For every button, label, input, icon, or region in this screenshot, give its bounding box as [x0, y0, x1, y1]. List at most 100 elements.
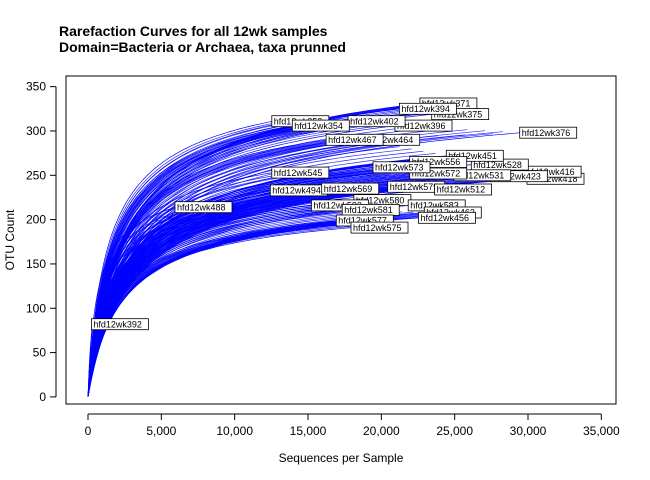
- sample-label-hfd12wk376: hfd12wk376: [519, 126, 578, 139]
- chart-title: Rarefaction Curves for all 12wk samples: [59, 23, 328, 39]
- x-tick-label: 10,000: [216, 424, 253, 438]
- curve-fill: [87, 169, 461, 397]
- curve-fill: [87, 118, 319, 397]
- sample-label-hfd12wk545: hfd12wk545: [271, 166, 330, 179]
- sample-label-hfd12wk392: hfd12wk392: [91, 318, 149, 331]
- label-text: hfd12wk423: [492, 171, 541, 181]
- label-text: hfd12wk402: [350, 116, 399, 126]
- y-tick-label: 0: [39, 390, 46, 404]
- sample-label-hfd12wk575: hfd12wk575: [350, 221, 409, 234]
- curve-fill: [87, 119, 296, 397]
- x-tick-label: 25,000: [436, 424, 473, 438]
- label-text: hfd12wk531: [456, 171, 505, 181]
- label-box: [325, 133, 384, 146]
- label-box: [434, 183, 493, 196]
- sample-label-hfd12wk572: hfd12wk572: [409, 167, 468, 180]
- curve-fill: [87, 103, 419, 397]
- sample-label-hfd12wk581: hfd12wk581: [341, 203, 400, 216]
- y-tick-label: 300: [26, 124, 46, 138]
- label-text: hfd12wk583: [410, 201, 459, 211]
- y-tick-label: 350: [26, 80, 46, 94]
- curve-hfd12wk353: [87, 120, 273, 397]
- label-text: hfd12wk375: [434, 109, 483, 119]
- label-text: hfd12wk556: [412, 157, 461, 167]
- label-text: hfd12wk494: [272, 186, 321, 196]
- label-text: hfd12wk394: [401, 104, 450, 114]
- label-text: hfd12wk580: [356, 195, 405, 205]
- y-axis-label: OTU Count: [3, 209, 17, 270]
- curve-group: [87, 103, 529, 397]
- label-box: [350, 221, 409, 234]
- label-text: hfd12wk464: [365, 135, 414, 145]
- y-tick-label: 50: [33, 346, 47, 360]
- x-tick-label: 5,000: [146, 424, 176, 438]
- label-text: hfd12wk512: [437, 185, 486, 195]
- label-text: hfd12wk569: [324, 184, 373, 194]
- sample-label-hfd12wk512: hfd12wk512: [434, 183, 493, 196]
- label-text: hfd12wk577: [338, 216, 387, 226]
- label-box: [398, 102, 457, 115]
- label-text: hfd12wk456: [421, 213, 470, 223]
- label-box: [174, 201, 233, 214]
- x-axis-label: Sequences per Sample: [279, 451, 404, 465]
- label-box: [409, 167, 468, 180]
- sample-label-hfd12wk394: hfd12wk394: [398, 102, 457, 115]
- label-text: hfd12wk418: [529, 174, 578, 184]
- y-axis: 0 50 100 150 200 250 300 350: [26, 80, 57, 404]
- label-text: hfd12wk573: [375, 163, 424, 173]
- plot-frame: [65, 75, 617, 405]
- label-text: hfd12wk582: [313, 201, 362, 211]
- label-text: hfd12wk416: [526, 167, 575, 177]
- x-tick-label: 20,000: [363, 424, 400, 438]
- sample-label-hfd12wk354: hfd12wk354: [291, 119, 350, 132]
- sample-label-hfd12wk402: hfd12wk402: [347, 115, 406, 128]
- label-box: [91, 318, 149, 331]
- label-box: [445, 149, 504, 162]
- x-tick-label: 35,000: [583, 424, 620, 438]
- y-tick-label: 150: [26, 257, 46, 271]
- sample-label-hfd12wk569: hfd12wk569: [321, 182, 380, 195]
- sample-label-hfd12wk488: hfd12wk488: [174, 201, 233, 214]
- curve-fill: [87, 170, 504, 397]
- x-tick-label: 30,000: [510, 424, 547, 438]
- label-box: [271, 166, 330, 179]
- sample-label-hfd12wk451: hfd12wk451: [445, 149, 504, 162]
- label-text: hfd12wk392: [93, 319, 142, 329]
- label-text: hfd12wk488: [177, 202, 226, 212]
- sample-label-hfd12wk494: hfd12wk494: [269, 184, 328, 197]
- x-tick-label: 0: [85, 424, 92, 438]
- label-text: hfd12wk581: [344, 205, 393, 215]
- label-text: hfd12wk354: [294, 121, 343, 131]
- chart-subtitle: Domain=Bacteria or Archaea, taxa prunned: [59, 39, 346, 55]
- x-axis: 0 5,000 10,000 15,000 20,000 25,000 30,000 35,0…: [85, 413, 620, 438]
- label-text: hfd12wk467: [328, 135, 377, 145]
- label-text: hfd12wk545: [274, 168, 323, 178]
- x-tick-label: 15,000: [290, 424, 327, 438]
- sample-label-hfd12wk573: hfd12wk573: [372, 161, 431, 174]
- label-box: [372, 161, 431, 174]
- label-box: [291, 119, 350, 132]
- sample-label-hfd12wk467: hfd12wk467: [325, 133, 384, 146]
- sample-label-hfd12wk456: hfd12wk456: [418, 211, 476, 224]
- label-text: hfd12wk451: [448, 151, 497, 161]
- curve-fill: [87, 170, 482, 397]
- label-text: hfd12wk579: [390, 182, 439, 192]
- label-box: [519, 126, 578, 139]
- label-text: hfd12wk396: [397, 121, 446, 131]
- y-tick-label: 250: [26, 168, 46, 182]
- curve-fill: [87, 120, 306, 397]
- label-text: hfd12wk572: [412, 169, 461, 179]
- sample-labels: hfd12wk392 hfd12wk488 hfd12wk376 hfd12wk418…: [91, 97, 585, 331]
- label-text: hfd12wk528: [473, 160, 522, 170]
- curve-fill: [87, 120, 284, 397]
- label-text: hfd12wk575: [353, 223, 402, 233]
- label-box: [321, 182, 380, 195]
- label-box: [418, 211, 476, 224]
- y-tick-label: 100: [26, 301, 46, 315]
- curve-fill: [87, 144, 388, 397]
- label-text: hfd12wk376: [522, 128, 571, 138]
- curve-fill: [87, 134, 466, 397]
- y-tick-label: 200: [26, 213, 46, 227]
- curve-fill: [87, 146, 400, 397]
